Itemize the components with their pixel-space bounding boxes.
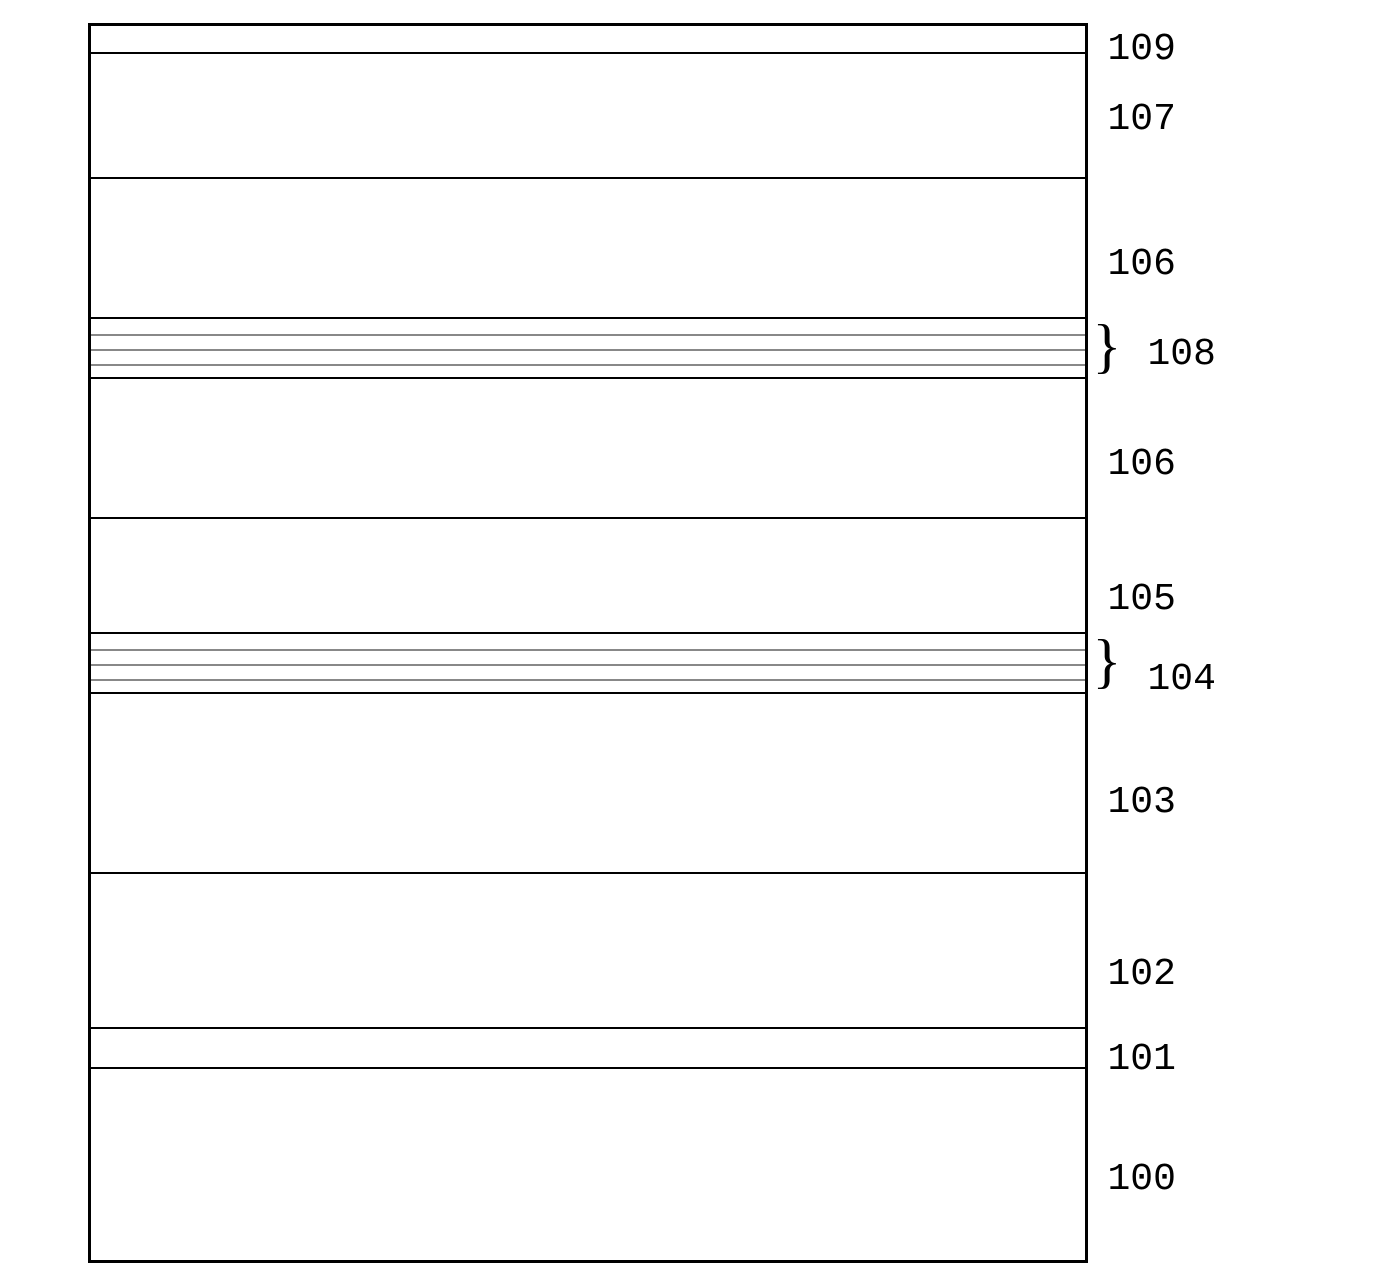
sublayer xyxy=(91,364,1085,366)
label-106-bottom: 106 xyxy=(1108,443,1176,486)
brace-108: } xyxy=(1093,316,1122,376)
label-108: 108 xyxy=(1148,333,1216,376)
layer-109 xyxy=(91,26,1085,54)
layer-101 xyxy=(91,1029,1085,1069)
brace-104: } xyxy=(1093,631,1122,691)
label-101: 101 xyxy=(1108,1038,1176,1081)
label-104: 104 xyxy=(1148,658,1216,701)
label-103: 103 xyxy=(1108,781,1176,824)
layer-107 xyxy=(91,54,1085,179)
layer-102 xyxy=(91,874,1085,1029)
sublayer xyxy=(91,679,1085,681)
label-109: 109 xyxy=(1108,28,1176,71)
layer-104 xyxy=(91,634,1085,694)
layer-stack xyxy=(88,23,1088,1263)
layer-106-bottom xyxy=(91,379,1085,519)
label-106-top: 106 xyxy=(1108,243,1176,286)
layer-106-top xyxy=(91,179,1085,319)
layer-105 xyxy=(91,519,1085,634)
label-107: 107 xyxy=(1108,98,1176,141)
layer-108 xyxy=(91,319,1085,379)
layer-stack-diagram: 109 107 106} 108 106 105} 104 103 102 101 100 xyxy=(88,23,1288,1263)
sublayer xyxy=(91,349,1085,351)
sublayer xyxy=(91,649,1085,651)
sublayer xyxy=(91,334,1085,336)
sublayer xyxy=(91,664,1085,666)
label-102: 102 xyxy=(1108,953,1176,996)
layer-103 xyxy=(91,694,1085,874)
label-100: 100 xyxy=(1108,1158,1176,1201)
label-105: 105 xyxy=(1108,578,1176,621)
layer-100 xyxy=(91,1069,1085,1264)
